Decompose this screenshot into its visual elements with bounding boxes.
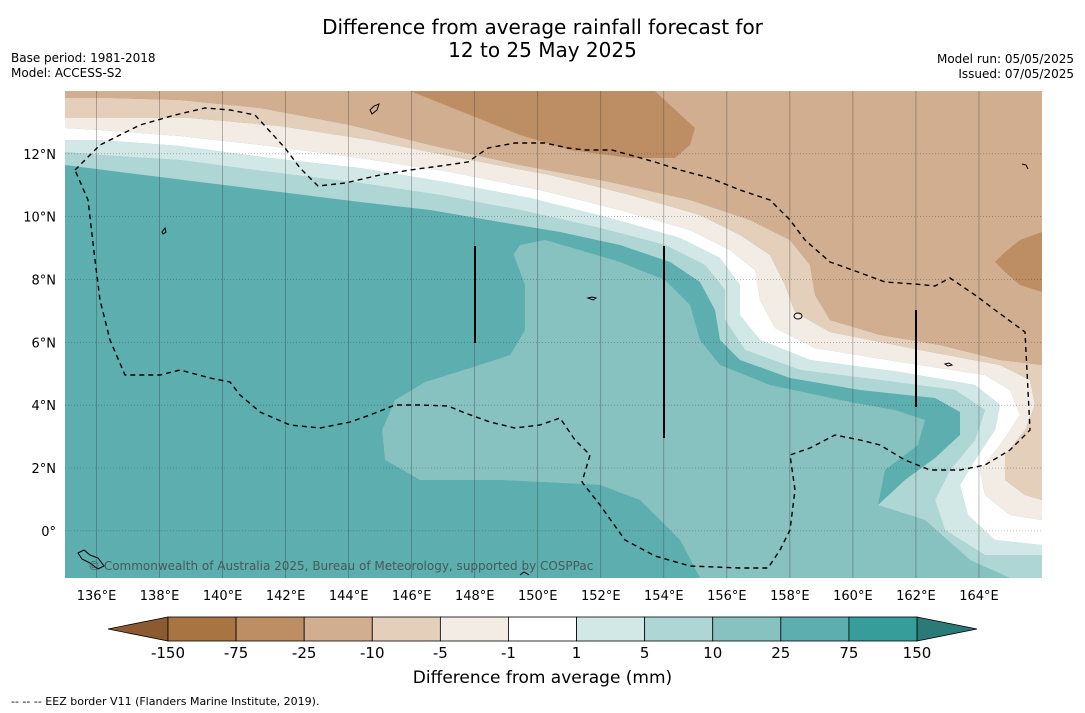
colorbar-extend-high [916,616,978,642]
x-tick-label: 156°E [707,589,747,604]
x-tick-label: 142°E [266,589,306,604]
colorbar-tick-label: 150 [903,644,932,662]
y-tick-labels: 12°N 10°N 8°N 6°N 4°N 2°N 0° [23,148,56,540]
island-pohnpei [793,312,803,320]
band-above-25-tail [65,395,84,425]
colorbar-swatch [371,616,441,642]
colorbar-swatch [848,616,918,642]
eez-footnote: -- -- -- EEZ border V11 (Flanders Marine… [11,695,320,708]
x-tick-label: 144°E [329,589,369,604]
band-minus75-minus25-east [995,232,1042,292]
x-tick-label: 138°E [140,589,180,604]
model-run: Model run: 05/05/2025 [936,52,1074,66]
colorbar-tick-label: 5 [640,644,650,662]
island-kosrae [943,362,954,367]
x-tick-label: 154°E [644,589,684,604]
colorbar-tick-label: -25 [292,644,317,662]
meta-left: Base period: 1981-2018 Model: ACCESS-S2 [11,51,156,81]
issued-date: Issued: 07/05/2025 [958,67,1074,81]
title-line-2: 12 to 25 May 2025 [448,38,637,62]
model-name: Model: ACCESS-S2 [11,66,123,80]
colorbar-swatch [235,616,305,642]
y-tick-label: 10°N [23,211,56,226]
solid-markers [474,246,917,438]
x-tick-label: 136°E [77,589,117,604]
y-tick-label: 12°N [23,148,56,163]
y-tick-label: 6°N [32,336,57,351]
colorbar-tick-label: -5 [433,644,448,662]
colorbar-swatch [712,616,782,642]
x-tick-label: 148°E [455,589,495,604]
x-tick-label: 152°E [581,589,621,604]
colorbar-swatch [439,616,509,642]
eez-border-path [74,107,1031,569]
colorbar-title: Difference from average (mm) [412,668,673,688]
band-5-10 [65,152,1042,578]
colorbar-tick-label: 1 [572,644,582,662]
band-1-5 [65,140,1042,555]
x-tick-label: 160°E [833,589,873,604]
meta-right: Model run: 05/05/2025 Issued: 07/05/2025 [937,52,1074,82]
title-line-1: Difference from average rainfall forecas… [322,15,763,39]
y-tick-label: 8°N [32,274,57,289]
colorbar-tick-label: 25 [771,644,790,662]
colorbar: -150 -75 -25 -10 -5 -1 1 5 10 25 75 150 [107,616,978,662]
x-tick-label: 150°E [518,589,558,604]
colorbar-extend-low [107,616,169,642]
colorbar-swatch [508,616,577,642]
y-tick-label: 0° [41,525,56,540]
colorbar-tick-label: -1 [501,644,516,662]
x-tick-label: 162°E [896,589,936,604]
colorbar-swatch [644,616,714,642]
x-tick-label: 164°E [959,589,999,604]
colorbar-tick-label: -75 [224,644,249,662]
x-tick-label: 140°E [203,589,243,604]
band-minus25-minus10 [65,91,1042,365]
colorbar-tick-label: -10 [360,644,385,662]
colorbar-swatch [303,616,373,642]
x-tick-labels: 136°E 138°E 140°E 142°E 144°E 146°E 148°E 150°E… [77,589,999,604]
y-tick-label: 4°N [32,399,57,414]
island-nguna [77,549,105,570]
island-manus [519,571,530,576]
band-minus75-minus25 [410,91,695,158]
colorbar-swatch [167,616,237,642]
eez-border [74,107,1031,569]
island-chuuk [586,296,598,301]
islands [77,103,1029,576]
x-tick-label: 158°E [770,589,810,604]
colorbar-tick-label: 75 [839,644,858,662]
gridlines [65,91,1042,578]
map-fields [65,91,1042,578]
colorbar-tick-label: 10 [703,644,722,662]
x-tick-label: 146°E [392,589,432,604]
copyright-watermark: © Commonwealth of Australia 2025, Bureau… [88,559,593,573]
colorbar-swatch [780,616,850,642]
y-tick-label: 2°N [32,462,57,477]
island-yap [161,226,167,235]
island-guam [369,103,380,115]
band-10-25 [65,91,1042,578]
colorbar-swatch [576,616,646,642]
island-east [1021,163,1029,170]
base-period: Base period: 1981-2018 [11,51,156,65]
colorbar-tick-label: -150 [151,644,185,662]
band-above-25 [65,190,700,578]
